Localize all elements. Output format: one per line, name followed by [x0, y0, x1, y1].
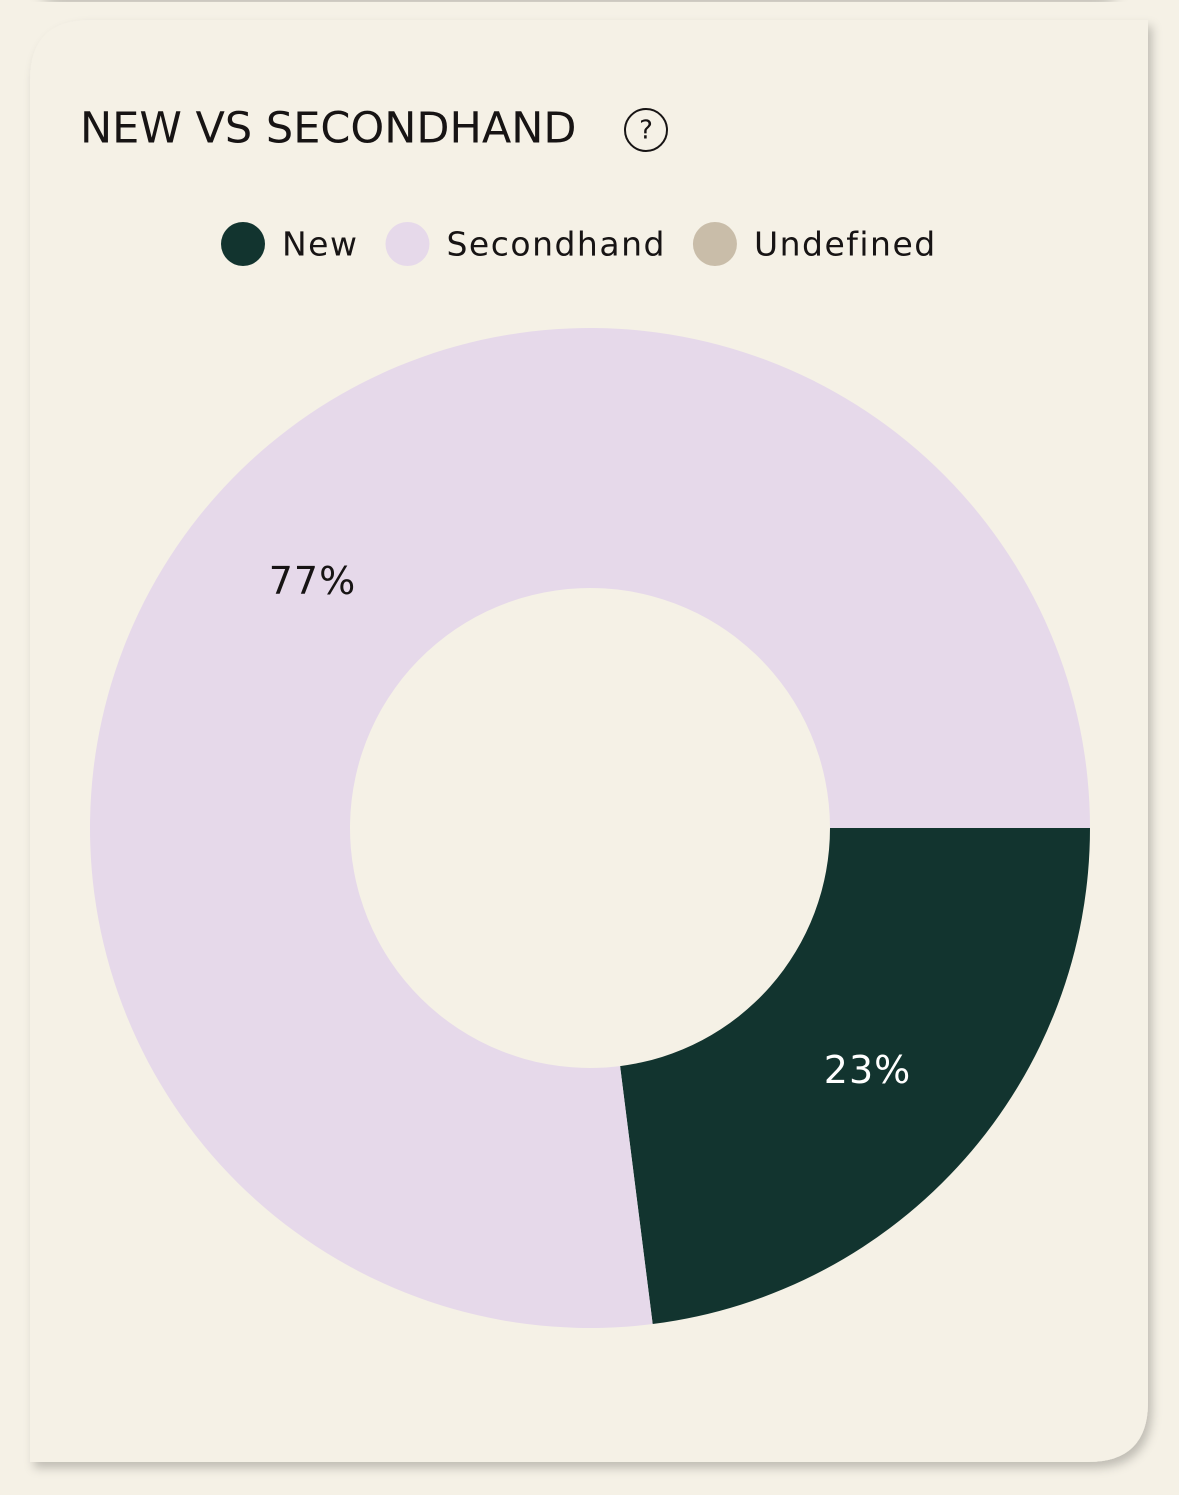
slice: [620, 828, 1090, 1325]
chart-title: NEW VS SECONDHAND: [80, 104, 577, 154]
legend-label: Undefined: [754, 225, 937, 264]
help-icon[interactable]: ?: [624, 108, 668, 152]
legend-swatch: [221, 222, 265, 266]
legend-label: Secondhand: [446, 225, 665, 264]
slice: [90, 328, 1091, 1329]
legend-swatch: [692, 222, 737, 266]
legend-label: New: [282, 225, 358, 264]
donut: New Secondhand Undefined 23% 77%: [90, 222, 1091, 1329]
svg-text:?: ?: [639, 116, 653, 146]
legend-swatch: [385, 222, 430, 266]
slice-label: 23%: [824, 1048, 911, 1092]
slice-label: 77%: [269, 559, 356, 603]
